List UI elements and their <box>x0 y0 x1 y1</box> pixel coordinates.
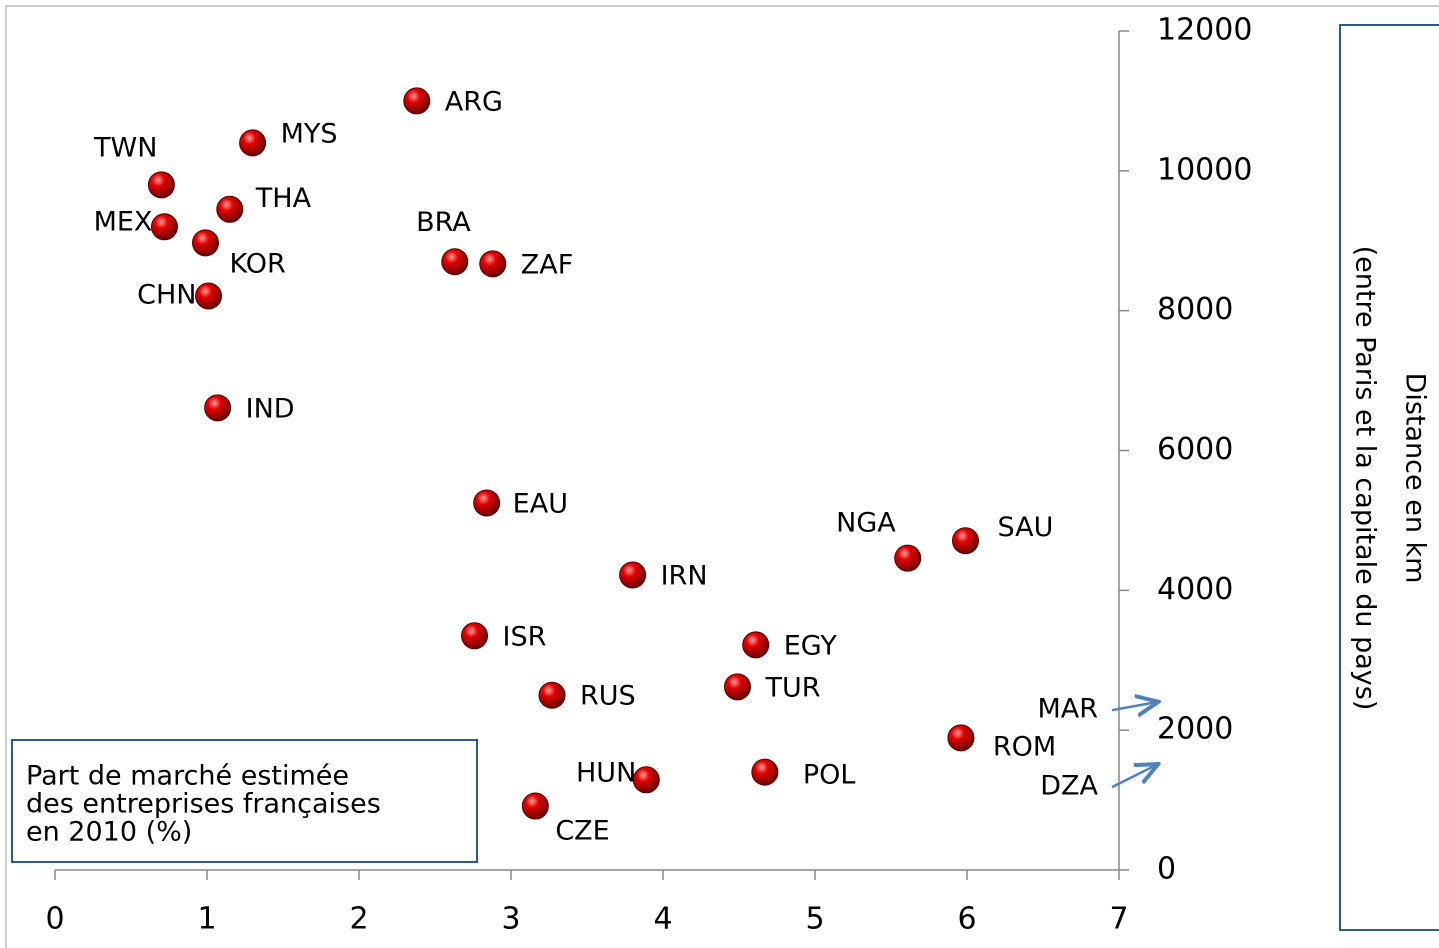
annotation-arrow <box>1111 765 1156 789</box>
point <box>632 766 660 794</box>
x-tick-label: 0 <box>45 902 64 937</box>
point <box>723 673 751 701</box>
point <box>473 489 501 517</box>
y-label-box <box>1339 24 1439 931</box>
point <box>619 561 647 589</box>
point <box>216 195 244 223</box>
y-axis-label: (entre Paris et la capitale du pays) <box>1350 246 1381 711</box>
point <box>947 724 975 752</box>
annotation: DZA <box>1040 771 1098 802</box>
point-label: ISR <box>503 621 547 652</box>
point <box>403 87 431 115</box>
point <box>521 792 549 820</box>
point-label: ARG <box>445 86 503 117</box>
y-tick-label: 8000 <box>1157 292 1233 327</box>
x-tick-label: 3 <box>501 902 520 937</box>
point-label: EAU <box>513 488 568 519</box>
point-label: IND <box>246 393 295 424</box>
x-tick-label: 6 <box>957 902 976 937</box>
y-tick-label: 4000 <box>1157 572 1233 607</box>
point <box>461 622 489 650</box>
y-tick-label: 2000 <box>1157 712 1233 747</box>
point <box>441 248 469 276</box>
point <box>751 758 779 786</box>
point-label: POL <box>803 760 856 791</box>
x-label-box <box>11 739 478 863</box>
x-tick-label: 1 <box>197 902 216 937</box>
point <box>195 282 223 310</box>
x-axis-label: en 2010 (%) <box>26 817 192 848</box>
chart-border <box>5 5 1439 948</box>
point-label: EGY <box>784 630 838 661</box>
point <box>191 229 219 257</box>
point <box>239 129 267 157</box>
point-label: BRA <box>416 207 471 238</box>
point-label: MEX <box>94 206 153 237</box>
y-tick-label: 10000 <box>1157 152 1252 187</box>
point <box>894 544 922 572</box>
point <box>951 527 979 555</box>
y-axis-label: Distance en km <box>1400 373 1431 584</box>
x-axis-label: des entreprises françaises <box>26 789 381 820</box>
y-tick-label: 6000 <box>1157 432 1233 467</box>
annotation-arrow <box>1111 702 1156 710</box>
point-label: ZAF <box>521 249 574 280</box>
point-label: SAU <box>997 512 1053 543</box>
point-label: RUS <box>580 681 636 712</box>
point-label: MYS <box>281 118 338 149</box>
y-tick-label: 12000 <box>1157 13 1252 48</box>
point-label: KOR <box>229 248 285 279</box>
x-tick-label: 4 <box>653 902 672 937</box>
point <box>150 213 178 241</box>
point-label: HUN <box>576 757 636 788</box>
point-label: TUR <box>764 672 820 703</box>
x-tick-label: 7 <box>1109 902 1128 937</box>
point-label: NGA <box>836 508 896 539</box>
y-tick-label: 0 <box>1157 852 1176 887</box>
point <box>479 250 507 278</box>
point <box>742 631 770 659</box>
annotation: MAR <box>1037 694 1098 725</box>
point <box>147 171 175 199</box>
point-label: CZE <box>555 816 609 847</box>
point-label: TWN <box>93 132 157 163</box>
point-label: ROM <box>993 731 1056 762</box>
point <box>538 681 566 709</box>
point-label: IRN <box>661 560 708 591</box>
point <box>204 394 232 422</box>
x-tick-label: 2 <box>349 902 368 937</box>
x-axis-label: Part de marché estimée <box>26 761 349 792</box>
point-label: THA <box>255 183 312 214</box>
x-tick-label: 5 <box>805 902 824 937</box>
point-label: CHN <box>137 279 196 310</box>
